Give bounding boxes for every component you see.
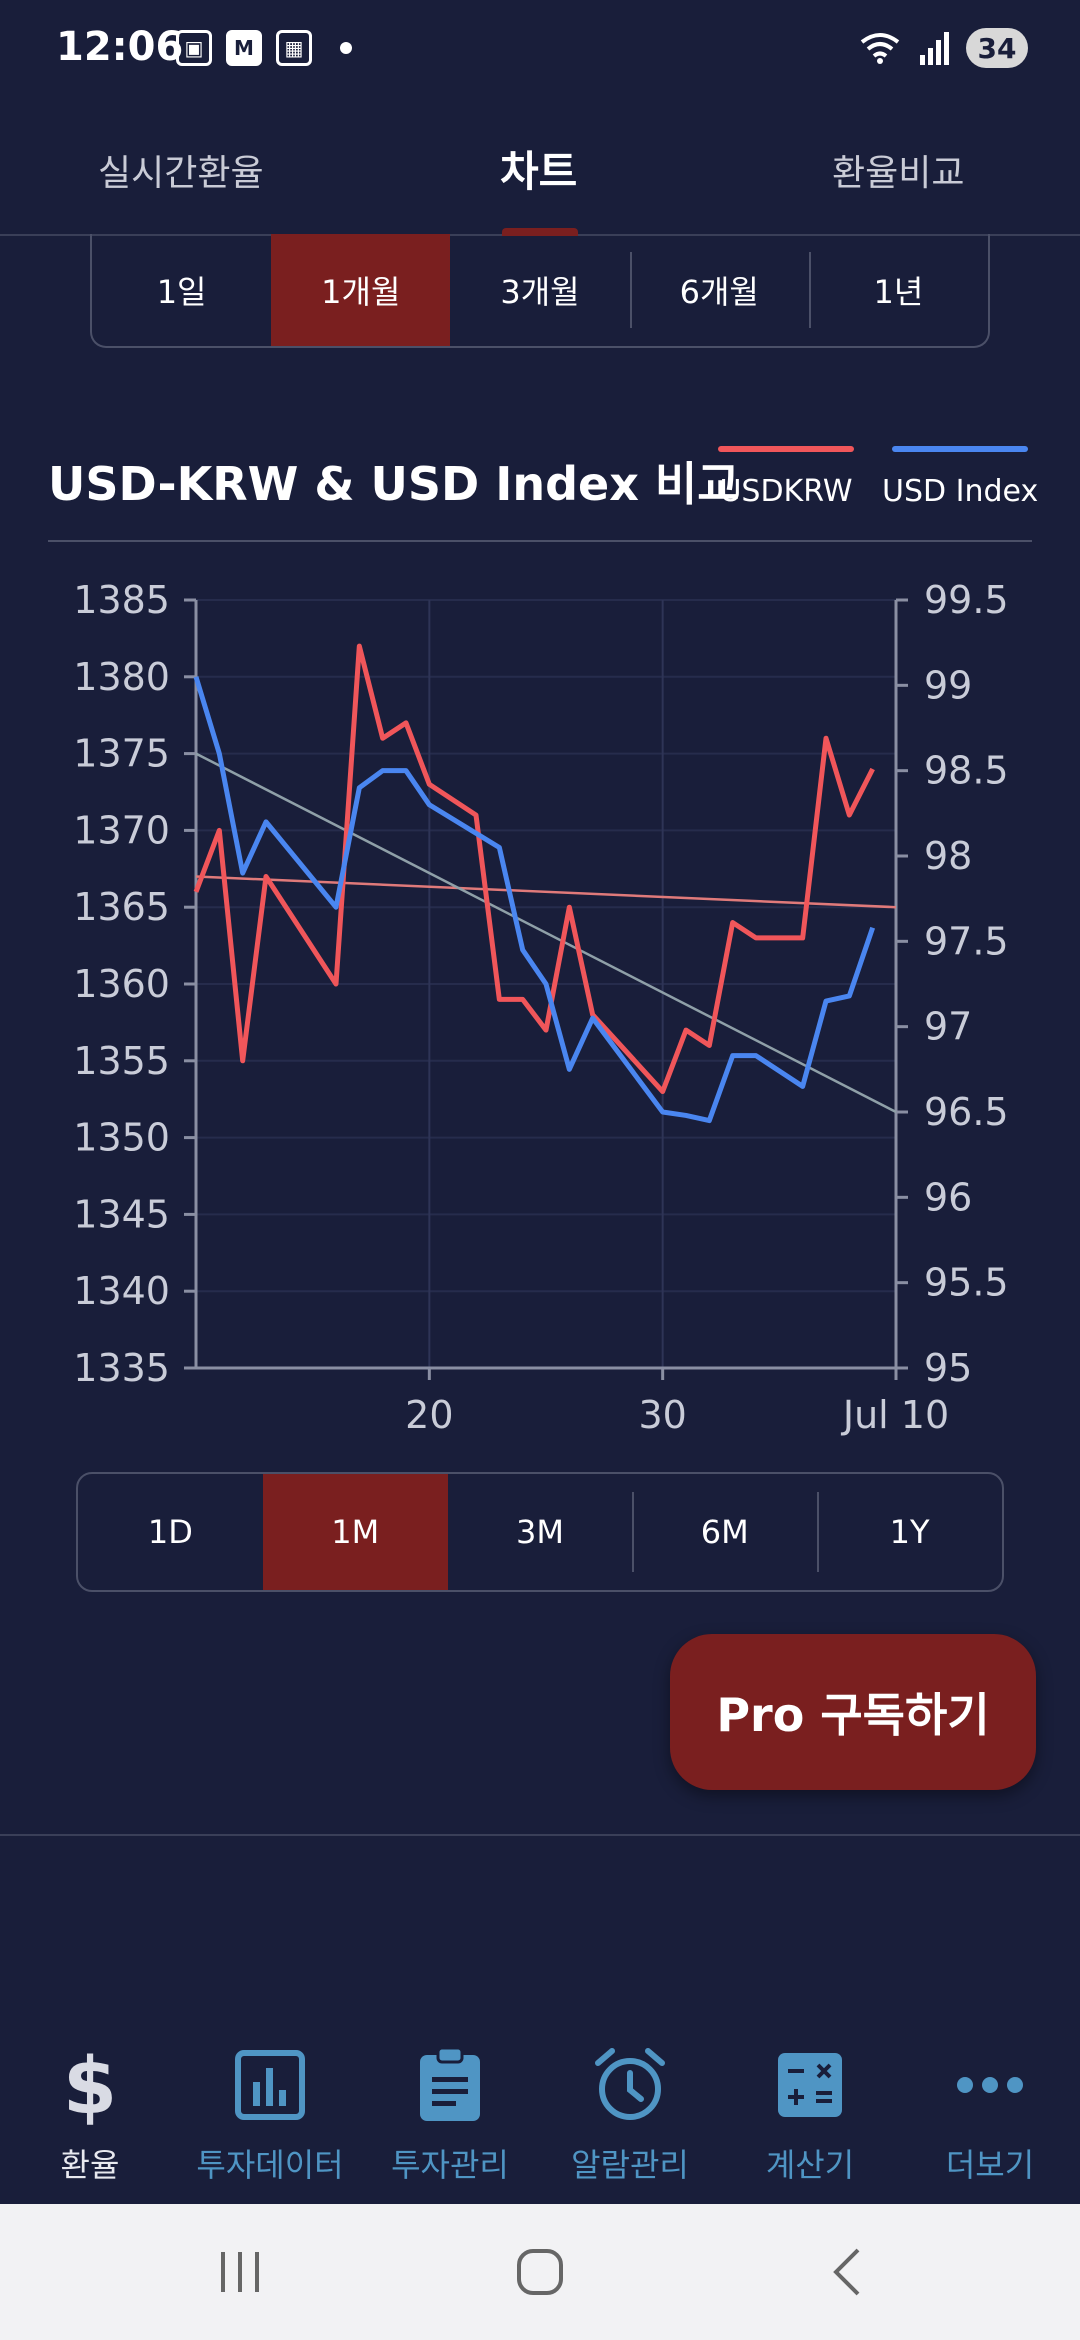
bar-chart-icon <box>235 2040 305 2130</box>
legend-usd-index: USD Index <box>882 446 1038 509</box>
trendline-usd-index <box>195 752 897 1114</box>
legend-usdkrw-swatch <box>718 446 854 452</box>
tab-rate-compare[interactable]: 환율비교 <box>832 153 965 194</box>
left-tick-label: 1345 <box>73 1192 170 1236</box>
more-dots-icon <box>955 2040 1025 2130</box>
pro-subscribe-button[interactable]: Pro 구독하기 <box>670 1634 1036 1790</box>
alarm-clock-icon <box>592 2040 668 2130</box>
notification-icons: ▣ M ▦ <box>176 30 352 66</box>
dollar-icon: $ <box>55 2040 125 2130</box>
nav-item-invest-manage[interactable]: 투자관리 <box>360 2040 540 2186</box>
clipboard-icon <box>418 2040 482 2130</box>
right-tick-label: 95.5 <box>924 1261 1009 1305</box>
nav-label-rates: 환율 <box>60 2146 120 2184</box>
tab-realtime-rates[interactable]: 실시간환율 <box>98 153 264 194</box>
left-tick-label: 1385 <box>73 578 170 622</box>
left-tick-label: 1380 <box>73 655 170 699</box>
svg-text:$: $ <box>63 2045 117 2125</box>
battery-indicator: 34 <box>966 28 1028 68</box>
active-tab-indicator <box>502 228 578 236</box>
nav-item-invest-data[interactable]: 투자데이터 <box>180 2040 360 2186</box>
nav-label-calculator: 계산기 <box>765 2146 855 2184</box>
right-tick-label: 98 <box>924 834 972 878</box>
left-tick-label: 1335 <box>73 1346 170 1390</box>
nav-item-calculator[interactable]: 계산기 <box>720 2040 900 2186</box>
left-tick-label: 1370 <box>73 808 170 852</box>
right-tick-label: 97 <box>924 1005 972 1049</box>
series-line-usdkrw <box>193 643 875 1095</box>
period-1day[interactable]: 1일 <box>156 273 207 311</box>
top-tab-bar: 실시간환율 차트 환율비교 <box>0 110 1080 236</box>
header-divider <box>48 540 1032 542</box>
period-1d[interactable]: 1D <box>147 1513 193 1551</box>
period-6m[interactable]: 6M <box>632 1474 817 1590</box>
nav-label-alarm: 알람관리 <box>571 2146 689 2184</box>
nav-label-invest-manage: 투자관리 <box>391 2146 509 2184</box>
right-tick-label: 99.5 <box>924 578 1009 622</box>
legend-usd-index-label: USD Index <box>882 474 1039 509</box>
wifi-icon <box>860 33 900 64</box>
left-tick-label: 1350 <box>73 1116 170 1160</box>
m-app-icon: M <box>226 30 262 66</box>
right-tick-label: 98.5 <box>924 749 1009 793</box>
nav-item-alarm[interactable]: 알람관리 <box>540 2040 720 2186</box>
home-icon[interactable] <box>510 2246 570 2298</box>
system-navigation-bar <box>0 2204 1080 2340</box>
left-tick-label: 1360 <box>73 962 170 1006</box>
system-status-icons: 34 <box>858 28 1028 68</box>
trendline-usdkrw <box>195 875 897 909</box>
status-bar: 12:06 ▣ M ▦ 34 <box>0 0 1080 100</box>
right-tick-label: 96 <box>924 1175 972 1219</box>
legend-usdkrw: USDKRW <box>718 446 854 509</box>
x-tick-label: 30 <box>638 1393 686 1437</box>
period-1y[interactable]: 1Y <box>817 1474 1002 1590</box>
section-divider <box>0 1834 1080 1836</box>
nav-label-more: 더보기 <box>945 2146 1035 2184</box>
legend-usdkrw-label: USDKRW <box>719 474 853 509</box>
tab-chart[interactable]: 차트 <box>500 147 578 196</box>
signal-icon <box>920 32 949 65</box>
chart-title: USD-KRW & USD Index 비교 <box>48 457 740 511</box>
left-tick-label: 1340 <box>73 1269 170 1313</box>
x-tick-label: 20 <box>405 1393 453 1437</box>
period-1m[interactable]: 1M <box>262 1474 448 1590</box>
right-tick-label: 95 <box>924 1346 972 1390</box>
period-1month[interactable]: 1개월 <box>271 234 451 346</box>
more-notifications-dot-icon <box>340 42 352 54</box>
right-tick-label: 97.5 <box>924 919 1009 963</box>
bottom-navigation: $ 환율 투자데이터 투자관리 알람관리 계산기 더보기 <box>0 2040 1080 2204</box>
period-selector-kr: 1일 1개월 3개월 6개월 1년 <box>90 234 990 348</box>
left-tick-label: 1365 <box>73 885 170 929</box>
back-icon[interactable] <box>822 2246 872 2298</box>
period-3month[interactable]: 3개월 <box>500 273 580 311</box>
right-tick-label: 96.5 <box>924 1090 1009 1134</box>
period-3m[interactable]: 3M <box>516 1513 564 1551</box>
period-1year[interactable]: 1년 <box>808 234 988 346</box>
period-selector-en: 1D 1M 3M 6M 1Y <box>76 1472 1004 1592</box>
series-line-usd-index <box>193 676 876 1124</box>
right-tick-label: 99 <box>924 663 972 707</box>
x-tick-label: Jul 10 <box>841 1393 949 1437</box>
nav-item-rates[interactable]: $ 환율 <box>0 2040 180 2186</box>
legend-usd-index-swatch <box>892 446 1029 452</box>
recent-apps-icon[interactable] <box>212 2246 268 2298</box>
status-time: 12:06 <box>56 24 184 70</box>
nav-item-more[interactable]: 더보기 <box>900 2040 1080 2186</box>
screenshot-icon: ▣ <box>176 30 212 66</box>
period-6month[interactable]: 6개월 <box>629 234 809 346</box>
comparison-line-chart[interactable]: 1385 1380 1375 1370 1365 1360 1355 1350 1345 1340… <box>0 560 1080 1440</box>
left-tick-label: 1355 <box>73 1039 170 1083</box>
calculator-icon <box>776 2040 844 2130</box>
calendar-icon: ▦ <box>276 30 312 66</box>
left-tick-label: 1375 <box>73 732 170 776</box>
nav-label-invest-data: 투자데이터 <box>196 2146 344 2184</box>
